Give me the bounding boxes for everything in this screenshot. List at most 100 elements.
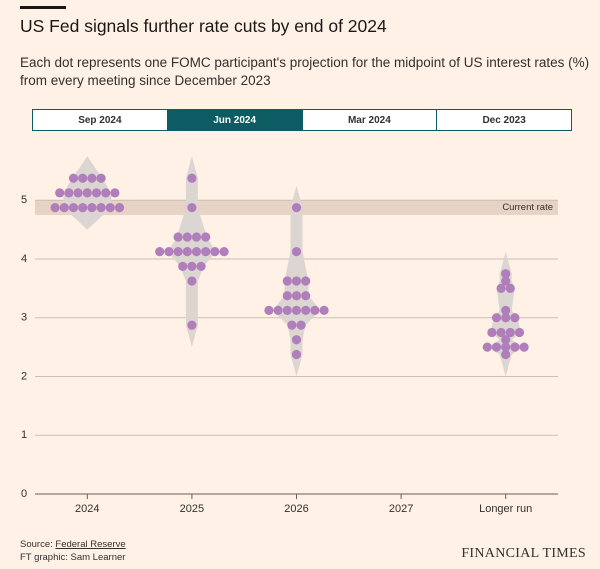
dot xyxy=(187,320,197,330)
dot xyxy=(201,247,211,257)
dot xyxy=(91,188,102,198)
tab[interactable]: Mar 2024 xyxy=(301,109,438,131)
x-tick-label: 2027 xyxy=(389,503,413,515)
x-tick-label: 2024 xyxy=(75,503,99,515)
y-tick-label: 3 xyxy=(21,312,27,324)
dot xyxy=(510,342,520,352)
dot xyxy=(291,276,302,286)
dot xyxy=(105,202,115,213)
dot xyxy=(110,188,120,198)
dot xyxy=(187,276,197,286)
dot xyxy=(101,188,111,198)
dot xyxy=(291,305,302,316)
dot xyxy=(201,232,211,242)
dot xyxy=(496,283,506,293)
y-tick-label: 0 xyxy=(21,488,27,500)
dot xyxy=(501,313,511,323)
tab[interactable]: Dec 2023 xyxy=(436,109,572,131)
dot xyxy=(487,327,497,338)
dot xyxy=(264,305,274,316)
y-tick-label: 5 xyxy=(21,194,27,206)
dot xyxy=(59,202,69,213)
dot xyxy=(78,173,88,183)
dot xyxy=(491,342,502,352)
subtitle: Each dot represents one FOMC participant… xyxy=(20,55,590,88)
dot xyxy=(78,202,88,213)
dot xyxy=(510,313,520,323)
dot xyxy=(96,202,106,213)
x-tick-label: 2026 xyxy=(284,503,308,515)
dot xyxy=(319,305,329,316)
dot xyxy=(155,247,165,257)
dot xyxy=(182,232,192,242)
dot xyxy=(64,188,74,198)
top-rule xyxy=(20,6,66,9)
dot xyxy=(87,173,97,183)
dot xyxy=(282,305,292,316)
dot xyxy=(301,305,311,316)
dot xyxy=(187,261,197,271)
dot xyxy=(164,247,174,257)
dot xyxy=(282,291,292,301)
dot xyxy=(501,342,511,352)
dot xyxy=(178,261,188,271)
tab-bar: Sep 2024 Jun 2024 Mar 2024 Dec 2023 xyxy=(32,109,572,131)
dot xyxy=(50,202,60,213)
dot xyxy=(191,247,202,257)
dot xyxy=(505,283,515,293)
dot xyxy=(296,320,306,330)
dot xyxy=(55,188,65,198)
dot xyxy=(291,247,302,257)
dot xyxy=(173,232,183,242)
dot xyxy=(501,349,511,360)
credit: FT graphic: Sam Learner xyxy=(20,552,126,563)
dot xyxy=(273,305,283,316)
footer: Source: Federal Reserve FT graphic: Sam … xyxy=(20,538,126,564)
dot xyxy=(301,291,311,301)
brand: FINANCIAL TIMES xyxy=(461,546,586,561)
dot xyxy=(196,261,206,271)
dot xyxy=(519,342,529,352)
tab[interactable]: Jun 2024 xyxy=(166,109,303,131)
source-link[interactable]: Federal Reserve xyxy=(55,539,126,550)
dot xyxy=(68,202,79,213)
dot xyxy=(482,342,492,352)
dot xyxy=(182,247,192,257)
dot xyxy=(491,313,502,323)
chart: Current rate 0 1 2 3 4 5 2024 2025 2026 2027 Longer… xyxy=(21,156,558,515)
x-tick-label: 2025 xyxy=(180,503,204,515)
dot xyxy=(282,276,292,286)
title: US Fed signals further rate cuts by end … xyxy=(20,16,387,36)
dot xyxy=(496,327,506,338)
dot xyxy=(291,335,302,345)
dot xyxy=(187,173,197,183)
dot xyxy=(291,291,302,301)
y-tick-label: 1 xyxy=(21,429,27,441)
dot xyxy=(173,247,183,257)
dot xyxy=(291,202,302,213)
source-prefix: Source: xyxy=(20,539,56,550)
dot xyxy=(87,202,97,213)
dot xyxy=(210,247,220,257)
dot xyxy=(68,173,79,183)
y-tick-label: 2 xyxy=(21,370,27,382)
dot xyxy=(219,247,229,257)
dot xyxy=(114,202,125,213)
dot xyxy=(501,335,511,345)
dot xyxy=(287,320,297,330)
dot xyxy=(191,232,202,242)
dot xyxy=(301,276,311,286)
dot xyxy=(310,305,320,316)
dot xyxy=(501,276,511,286)
x-tick-label: Longer run xyxy=(479,503,532,515)
tab[interactable]: Sep 2024 xyxy=(32,109,168,131)
dot xyxy=(291,349,302,360)
dot xyxy=(501,305,511,316)
dot xyxy=(505,327,515,338)
dot xyxy=(82,188,92,198)
dot xyxy=(96,173,106,183)
dot xyxy=(73,188,83,198)
dot xyxy=(514,327,525,338)
dot xyxy=(501,269,511,279)
